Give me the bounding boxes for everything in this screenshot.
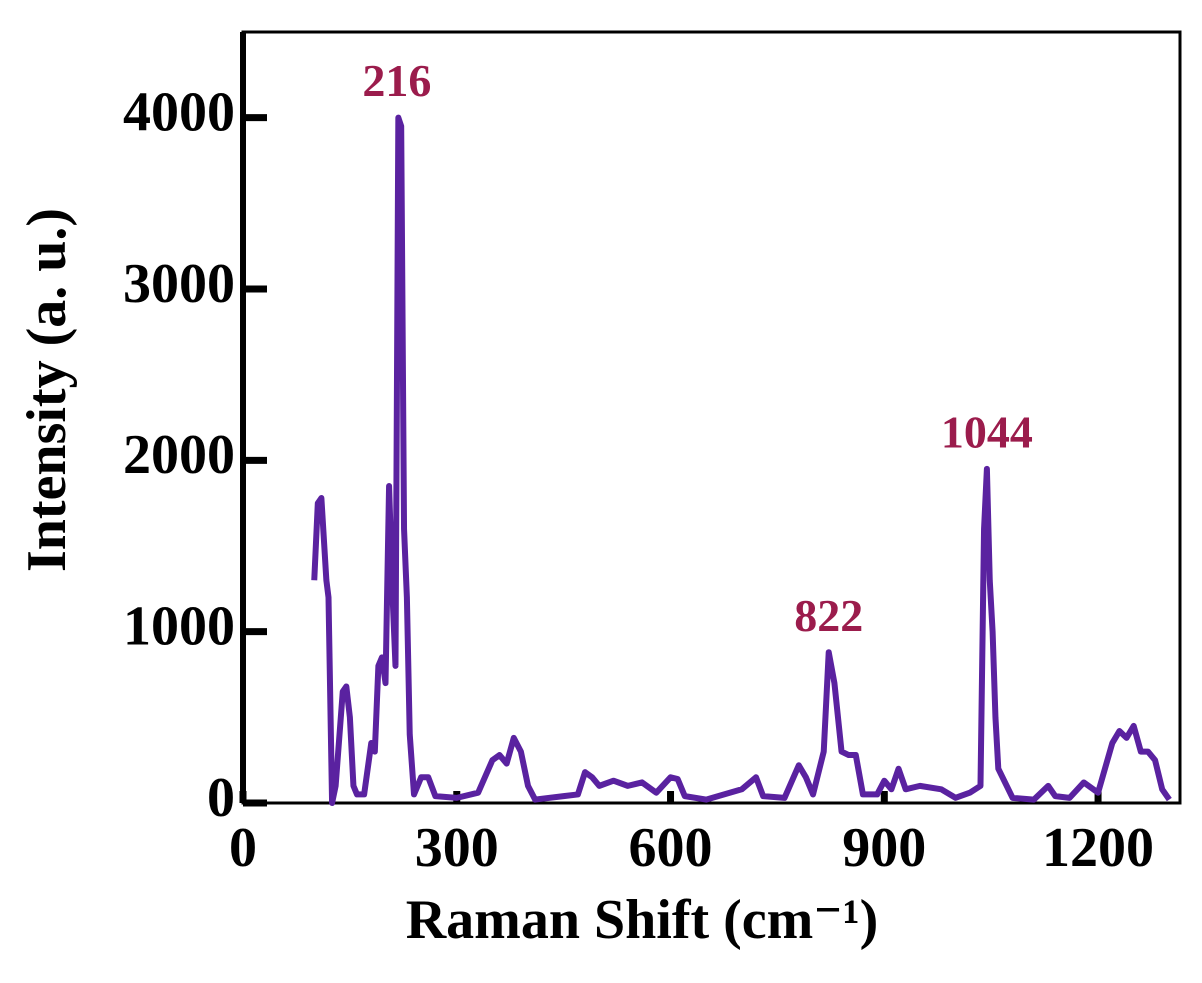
x-tick-label: 1200	[1042, 817, 1154, 879]
y-tick-label: 4000	[123, 82, 235, 144]
x-tick-label: 0	[229, 817, 257, 879]
y-axis-label: Intensity (a. u.)	[16, 208, 78, 572]
peak-label: 822	[794, 590, 863, 641]
x-axis-label: Raman Shift (cm⁻¹)	[406, 889, 879, 951]
plot-frame	[241, 30, 1182, 805]
x-tick-label: 900	[842, 817, 926, 879]
peak-label: 1044	[941, 406, 1033, 457]
x-tick-label: 600	[629, 817, 713, 879]
y-tick-label: 0	[207, 767, 235, 829]
y-tick-label: 1000	[123, 596, 235, 658]
y-tick-label: 3000	[123, 253, 235, 315]
peak-label: 216	[362, 55, 431, 106]
y-tick-label: 2000	[123, 424, 235, 486]
x-tick-label: 300	[415, 817, 499, 879]
spectrum-line	[311, 114, 1172, 806]
